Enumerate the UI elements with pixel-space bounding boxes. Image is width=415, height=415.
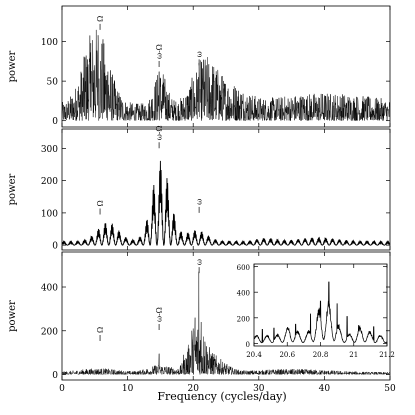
panel-bottom-marker-label-1: ω-Ω (155, 307, 164, 322)
panel-top-marker-label-0: Ω (96, 16, 105, 22)
panel-top-marker-label-2: ω (195, 51, 204, 57)
markers-layer: Ωω-Ω ω Ωω-Ω ω Ωω-Ω ω (96, 16, 204, 341)
panel-bottom-frame (61, 251, 391, 381)
inset-xtick-label-4: 21.2 (379, 351, 395, 359)
panel-middle-ytick-label-0: 0 (52, 242, 58, 252)
panel-top-spectrum-line (61, 29, 391, 122)
panel-bottom-ylabel: power (7, 300, 18, 332)
panel-middle-ytick-label-3: 300 (41, 145, 58, 155)
panel-bottom-xtick-label-4: 40 (319, 384, 331, 394)
panel-top-frame (61, 5, 391, 128)
panel-top-marker-label-1: ω-Ω (155, 44, 164, 59)
panel-top-ylabel: power (7, 50, 18, 82)
inset-xtick-label-0: 20.4 (246, 351, 262, 359)
inset-xtick-label-3: 21 (349, 351, 358, 359)
panel-top-ytick-label-1: 50 (47, 78, 59, 88)
panel-bottom-xtick-label-0: 0 (59, 384, 65, 394)
inset-ytick-label-3: 600 (237, 264, 250, 272)
panel-middle-marker-label-2: ω (195, 199, 204, 205)
inset-xtick-label-2: 20.8 (313, 351, 329, 359)
panel-middle-marker-label-0: Ω (96, 200, 105, 206)
ticks-layer: 0 50 100 power 0 100 200 300 power 0 10 20 30 40 50 0 20… (7, 6, 396, 394)
panel-bottom-marker-label-2: ω (195, 259, 204, 265)
panel-middle-ylabel: power (7, 173, 18, 205)
panel-bottom-xtick-label-3: 30 (253, 384, 265, 394)
panel-middle-ytick-label-2: 200 (41, 177, 58, 187)
panel-bottom-xtick-label-5: 50 (384, 384, 396, 394)
panel-middle-frame (61, 128, 391, 251)
inset-ytick-label-1: 200 (237, 315, 250, 323)
panel-bottom-ytick-label-0: 0 (52, 371, 58, 381)
inset-ytick-label-0: 0 (246, 341, 250, 349)
panel-top-ytick-label-2: 100 (41, 38, 58, 48)
panel-bottom-ytick-label-2: 400 (41, 284, 58, 294)
panel-bottom-xtick-label-1: 10 (122, 384, 134, 394)
panel-middle-spectrum-line (61, 160, 391, 246)
panel-bottom-marker-label-0: Ω (96, 327, 105, 333)
panel-top-ytick-label-0: 0 (52, 117, 58, 127)
panel-middle-marker-label-1: ω-Ω (155, 125, 164, 140)
panel-bottom-ytick-label-1: 200 (41, 327, 58, 337)
inset-xtick-label-1: 20.6 (279, 351, 295, 359)
panel-bottom-spectrum-line (61, 271, 391, 376)
inset-ytick-label-2: 400 (237, 290, 250, 298)
x-axis-label: Frequency (cycles/day) (157, 390, 286, 403)
panel-middle-ytick-label-1: 100 (41, 209, 58, 219)
inset-spectrum-line (253, 281, 388, 344)
curves-layer (61, 29, 391, 376)
panel-bottom-xtick-label-2: 20 (187, 384, 199, 394)
